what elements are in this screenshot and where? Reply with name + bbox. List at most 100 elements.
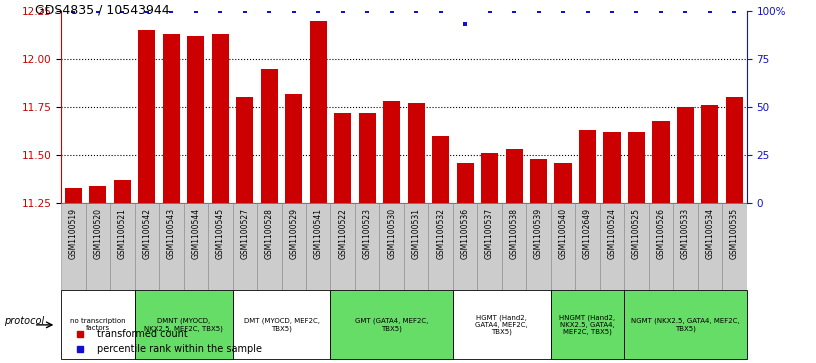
- Bar: [404, 203, 428, 290]
- Bar: [61, 203, 86, 290]
- Bar: [330, 203, 355, 290]
- Text: GSM1100523: GSM1100523: [362, 208, 372, 258]
- Bar: [110, 203, 135, 290]
- Bar: [579, 130, 596, 203]
- Bar: [65, 188, 82, 203]
- Text: protocol: protocol: [4, 316, 44, 326]
- Bar: [162, 34, 180, 203]
- Legend: transformed count, percentile rank within the sample: transformed count, percentile rank withi…: [66, 326, 266, 358]
- Text: DMNT (MYOCD,
NKX2.5, MEF2C, TBX5): DMNT (MYOCD, NKX2.5, MEF2C, TBX5): [144, 318, 223, 332]
- Bar: [624, 203, 649, 290]
- Text: GSM1100540: GSM1100540: [558, 208, 568, 259]
- Bar: [526, 203, 551, 290]
- Text: GSM1100534: GSM1100534: [705, 208, 715, 259]
- Text: GSM1100543: GSM1100543: [166, 208, 176, 259]
- Text: DMT (MYOCD, MEF2C,
TBX5): DMT (MYOCD, MEF2C, TBX5): [243, 318, 320, 332]
- Bar: [505, 150, 522, 203]
- Text: GSM1100530: GSM1100530: [387, 208, 397, 259]
- Bar: [335, 113, 351, 203]
- Bar: [184, 203, 208, 290]
- Text: GSM1100529: GSM1100529: [289, 208, 299, 258]
- Text: GSM1100520: GSM1100520: [93, 208, 103, 258]
- Bar: [453, 290, 551, 359]
- Bar: [676, 107, 694, 203]
- Text: GDS4835 / 10543944: GDS4835 / 10543944: [35, 4, 169, 17]
- Text: GSM1100536: GSM1100536: [460, 208, 470, 259]
- Bar: [211, 34, 228, 203]
- Bar: [502, 203, 526, 290]
- Text: GSM1100527: GSM1100527: [240, 208, 250, 258]
- Bar: [624, 290, 747, 359]
- Bar: [575, 203, 600, 290]
- Bar: [286, 94, 302, 203]
- Bar: [61, 290, 135, 359]
- Bar: [457, 163, 473, 203]
- Bar: [135, 203, 159, 290]
- Bar: [453, 203, 477, 290]
- Bar: [309, 21, 326, 203]
- Bar: [355, 203, 379, 290]
- Bar: [628, 132, 645, 203]
- Bar: [379, 203, 404, 290]
- Bar: [261, 69, 277, 203]
- Bar: [237, 97, 253, 203]
- Bar: [282, 203, 306, 290]
- Text: GSM1100544: GSM1100544: [191, 208, 201, 259]
- Text: GSM1100537: GSM1100537: [485, 208, 494, 259]
- Text: GSM1100542: GSM1100542: [142, 208, 152, 258]
- Bar: [432, 136, 449, 203]
- Bar: [428, 203, 453, 290]
- Bar: [306, 203, 330, 290]
- Text: GSM1100539: GSM1100539: [534, 208, 543, 259]
- Bar: [530, 159, 547, 203]
- Bar: [673, 203, 698, 290]
- Bar: [159, 203, 184, 290]
- Text: GSM1100541: GSM1100541: [313, 208, 323, 258]
- Bar: [113, 180, 131, 203]
- Bar: [138, 30, 155, 203]
- Bar: [408, 103, 424, 203]
- Bar: [330, 290, 453, 359]
- Text: GSM1100522: GSM1100522: [338, 208, 348, 258]
- Bar: [555, 163, 571, 203]
- Text: GSM1102649: GSM1102649: [583, 208, 592, 258]
- Text: no transcription
factors: no transcription factors: [70, 318, 126, 331]
- Text: GSM1100528: GSM1100528: [264, 208, 274, 258]
- Bar: [187, 36, 204, 203]
- Bar: [257, 203, 282, 290]
- Bar: [603, 132, 620, 203]
- Text: GSM1100524: GSM1100524: [607, 208, 617, 258]
- Text: GSM1100535: GSM1100535: [730, 208, 739, 259]
- Text: GSM1100521: GSM1100521: [118, 208, 127, 258]
- Text: GMT (GATA4, MEF2C,
TBX5): GMT (GATA4, MEF2C, TBX5): [355, 318, 428, 332]
- Bar: [86, 203, 110, 290]
- Text: GSM1100525: GSM1100525: [632, 208, 641, 258]
- Bar: [722, 203, 747, 290]
- Text: NGMT (NKX2.5, GATA4, MEF2C,
TBX5): NGMT (NKX2.5, GATA4, MEF2C, TBX5): [631, 318, 740, 332]
- Bar: [358, 113, 375, 203]
- Bar: [701, 105, 718, 203]
- Text: GSM1100533: GSM1100533: [681, 208, 690, 259]
- Bar: [233, 290, 330, 359]
- Bar: [208, 203, 233, 290]
- Text: HGMT (Hand2,
GATA4, MEF2C,
TBX5): HGMT (Hand2, GATA4, MEF2C, TBX5): [476, 314, 528, 335]
- Text: GSM1100532: GSM1100532: [436, 208, 446, 258]
- Bar: [233, 203, 257, 290]
- Text: GSM1100519: GSM1100519: [69, 208, 78, 258]
- Text: GSM1100531: GSM1100531: [411, 208, 421, 258]
- Bar: [649, 203, 673, 290]
- Bar: [477, 203, 502, 290]
- Text: GSM1100526: GSM1100526: [656, 208, 666, 258]
- Bar: [698, 203, 722, 290]
- Text: HNGMT (Hand2,
NKX2.5, GATA4,
MEF2C, TBX5): HNGMT (Hand2, NKX2.5, GATA4, MEF2C, TBX5…: [560, 314, 615, 335]
- Bar: [90, 186, 106, 203]
- Text: GSM1100545: GSM1100545: [215, 208, 225, 259]
- Bar: [135, 290, 233, 359]
- Bar: [481, 153, 498, 203]
- Bar: [600, 203, 624, 290]
- Bar: [551, 203, 575, 290]
- Bar: [384, 101, 400, 203]
- Bar: [551, 290, 624, 359]
- Bar: [725, 97, 743, 203]
- Text: GSM1100538: GSM1100538: [509, 208, 519, 258]
